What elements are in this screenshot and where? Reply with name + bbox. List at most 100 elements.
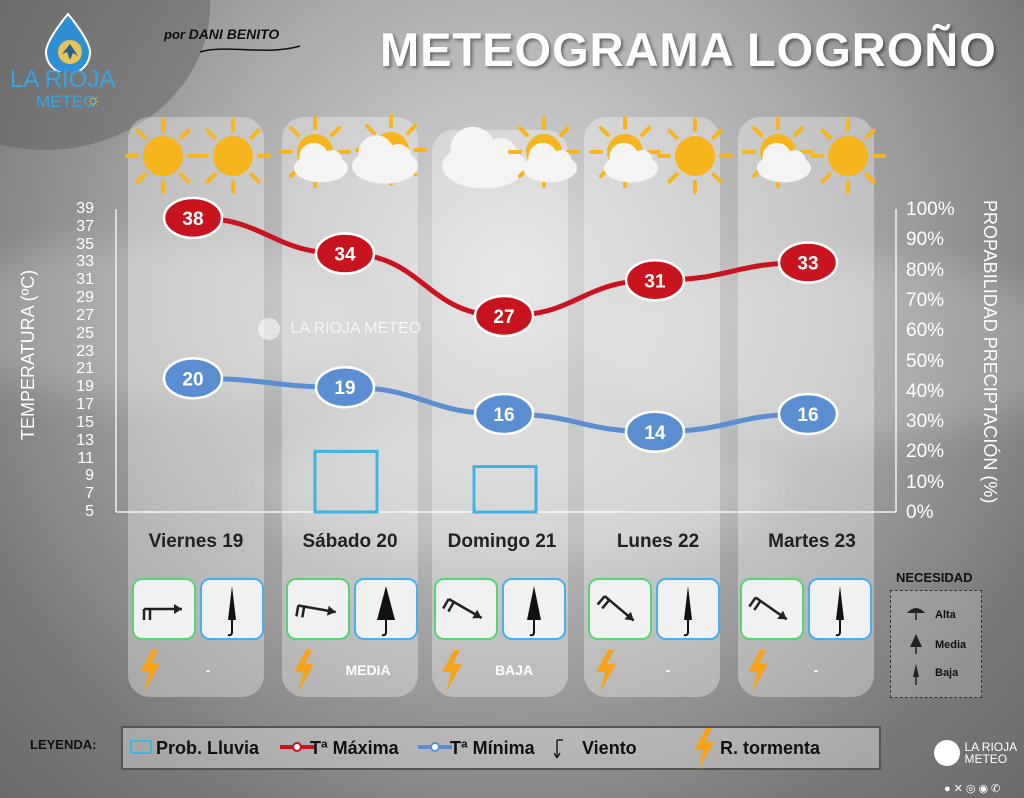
y-tick-label: 37	[76, 217, 94, 235]
wind-box	[740, 578, 804, 640]
lightning-icon	[592, 648, 620, 699]
storm-cloud-icon	[352, 135, 418, 184]
y2-tick-label: 40%	[906, 380, 945, 402]
min-temp-label: 20	[182, 369, 203, 390]
max-temp-marker	[473, 294, 535, 338]
min-temp-marker	[473, 392, 535, 436]
necesidad-panel-title: NECESIDAD	[896, 570, 973, 585]
cloud-icon	[442, 126, 526, 189]
necesidad-0: -	[205, 662, 211, 678]
watermark: LA RIOJA METEO	[258, 318, 421, 340]
legend-min-swatch	[418, 742, 452, 752]
y-tick-label: 35	[76, 235, 94, 253]
umbrella-icon	[227, 586, 236, 637]
rain-probability-bar	[472, 465, 538, 514]
byline-prefix: por	[164, 27, 185, 42]
y-tick-label: 11	[77, 449, 94, 467]
watermark-logo-icon	[258, 318, 280, 340]
umbrella-box	[354, 578, 418, 640]
footer-logo: LA RIOJA METEO	[934, 740, 1017, 766]
sun-icon	[195, 118, 271, 194]
sun-small-icon: ☼	[86, 92, 101, 109]
min-temp-label: 14	[644, 423, 666, 444]
y-tick-label: 27	[76, 306, 94, 324]
umbrella-box	[656, 578, 720, 640]
min-temp-marker	[777, 392, 839, 436]
sun-icon	[657, 118, 733, 194]
y2-tick-label: 90%	[906, 229, 945, 251]
cloud-icon	[523, 142, 577, 183]
logo	[40, 12, 96, 77]
umbrella-open-icon	[907, 608, 925, 620]
y-tick-label: 31	[76, 271, 94, 289]
y-tick-label: 23	[76, 342, 94, 360]
max-temp-label: 38	[182, 209, 203, 230]
legend-tormenta: R. tormenta	[720, 738, 821, 758]
y-tick-label: 9	[85, 467, 94, 485]
y-tick-label: 25	[76, 324, 94, 342]
day-label-0: Viernes 19	[148, 531, 244, 552]
y-tick-label: 39	[76, 200, 94, 217]
legend-t-max: Tª Máxima	[310, 738, 399, 758]
wind-box	[588, 578, 652, 640]
legend-prob-lluvia: Prob. Lluvia	[156, 738, 260, 758]
y2-tick-label: 10%	[906, 471, 945, 493]
page-title: METEOGRAMA LOGROÑO	[380, 23, 997, 76]
min-temp-marker	[162, 357, 224, 400]
umbrella-box	[200, 578, 264, 640]
umbrella-box	[808, 578, 872, 640]
umbrella-closed-icon	[913, 664, 919, 685]
lightning-icon	[290, 648, 318, 699]
max-temp-label: 33	[797, 253, 818, 274]
max-temp-label: 27	[493, 307, 514, 328]
cloud-icon	[294, 142, 348, 183]
min-temp-label: 16	[797, 405, 818, 426]
sky-icons	[125, 114, 886, 194]
footer-logo-line1: LA RIOJA	[964, 740, 1018, 754]
logo-line2: METEO	[36, 92, 97, 111]
y2-tick-label: 20%	[906, 441, 945, 463]
day-label-1: Sábado 20	[302, 531, 398, 552]
y-tick-label: 19	[76, 378, 94, 396]
max-temp-marker	[777, 241, 839, 284]
need-alta-label: Alta	[935, 609, 956, 621]
wind-arrow-icon	[442, 597, 483, 620]
footer-logo-icon	[934, 740, 960, 766]
min-temp-marker	[624, 410, 686, 454]
max-temp-label: 34	[334, 245, 356, 266]
legend-rain-swatch	[130, 740, 152, 754]
umbrella-icon	[835, 586, 844, 637]
signature-underline	[199, 45, 301, 53]
watermark-text: LA RIOJA METEO	[290, 320, 422, 337]
day-label-2: Domingo 21	[447, 531, 557, 552]
y2-tick-label: 70%	[906, 289, 945, 311]
need-baja-label: Baja	[935, 667, 959, 679]
min-temp-label: 16	[493, 405, 514, 426]
umbrella-icon	[683, 586, 692, 637]
social-icons[interactable]: ●✕◎◉✆	[944, 783, 1004, 795]
legend-max-swatch	[280, 742, 314, 752]
byline-author: DANI BENITO	[188, 26, 280, 42]
rain-probability-bar	[313, 449, 379, 514]
wind-box	[286, 578, 350, 640]
day-label-4: Martes 23	[768, 531, 856, 552]
min-temp-marker	[314, 365, 376, 409]
day-label-3: Lunes 22	[616, 531, 700, 552]
legend-box	[121, 726, 881, 770]
y-tick-label: 17	[76, 396, 94, 414]
lightning-icon	[744, 648, 772, 699]
max-temp-marker	[314, 232, 376, 275]
footer-logo-text: LA RIOJA METEO	[964, 741, 1017, 765]
max-temp-marker	[624, 259, 686, 302]
y2-tick-label: 0%	[906, 502, 934, 523]
umbrella-icon	[377, 586, 395, 637]
y2-tick-label: 80%	[906, 259, 945, 281]
y-tick-label: 15	[76, 413, 94, 431]
footer-logo-line2: METEO	[964, 752, 1008, 766]
max-temp-label: 31	[644, 271, 666, 292]
umbrella-half-icon	[910, 634, 922, 654]
legend-wind-icon	[554, 739, 563, 759]
umbrella-box	[502, 578, 566, 640]
y-tick-label: 33	[76, 253, 94, 271]
